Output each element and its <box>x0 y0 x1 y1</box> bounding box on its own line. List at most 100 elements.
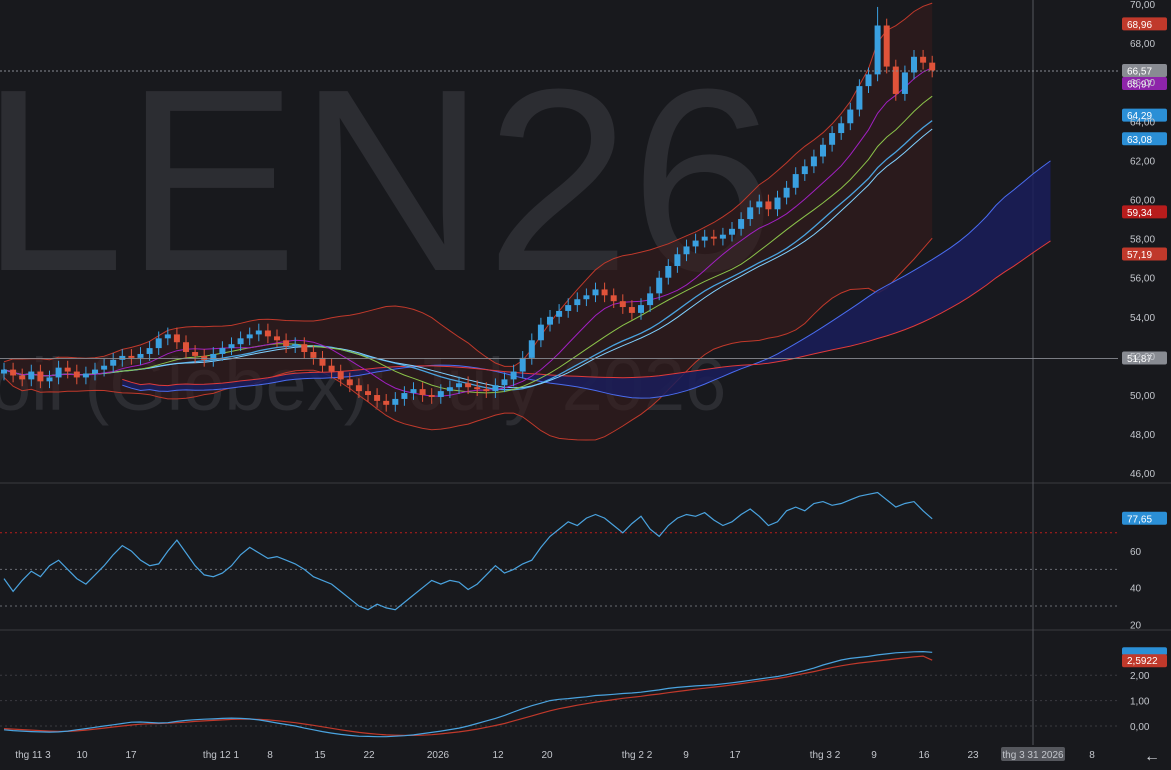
rsi-panel[interactable]: 77,65 <box>0 491 1167 611</box>
candle-body <box>719 234 726 239</box>
candle-body <box>556 310 563 317</box>
candle-body <box>146 348 153 354</box>
xtick-label: 9 <box>871 750 877 761</box>
price-ytick-label: 52,00 <box>1130 352 1155 363</box>
candle-body <box>456 383 462 388</box>
candle-body <box>856 86 863 110</box>
candle-body <box>255 330 262 335</box>
signal-value-badge <box>1122 654 1167 668</box>
price-ytick-label: 56,00 <box>1130 274 1155 285</box>
candle-body <box>565 305 572 311</box>
candle-body <box>829 133 836 145</box>
price-level-label: 63,08 <box>1127 135 1152 146</box>
price-ytick-label: 48,00 <box>1130 430 1155 441</box>
candle-body <box>610 295 617 302</box>
candle-body <box>683 246 690 255</box>
candle-body <box>401 393 408 399</box>
candle-body <box>101 365 108 370</box>
xtick-label: 17 <box>729 750 741 761</box>
crosshair-date-badge <box>1001 747 1065 761</box>
xtick-label: 8 <box>1089 750 1095 761</box>
candle-body <box>201 355 208 360</box>
candle-body <box>765 201 772 210</box>
candle-body <box>264 330 271 337</box>
candle-body <box>283 340 290 347</box>
candle-body <box>729 228 735 235</box>
rsi-line <box>3 491 933 611</box>
candle-body <box>774 197 781 210</box>
xtick-label: 23 <box>967 750 979 761</box>
candle-body <box>865 74 872 87</box>
price-ytick-label: 58,00 <box>1130 235 1155 246</box>
candle-body <box>419 389 426 396</box>
price-level-badge <box>1122 77 1167 91</box>
candle-body <box>437 391 444 397</box>
candle-body <box>237 338 244 345</box>
candle-body <box>483 389 490 392</box>
candle-body <box>37 371 44 382</box>
xtick-label: 12 <box>492 750 504 761</box>
candle-body <box>346 379 353 386</box>
back-arrow-icon[interactable]: ← <box>1144 748 1160 765</box>
macd-line <box>3 650 933 738</box>
candle-body <box>246 334 253 339</box>
candle-body <box>656 277 663 294</box>
candle-body <box>301 344 308 353</box>
candle-body <box>219 348 226 354</box>
candle-body <box>365 391 371 396</box>
cloud-span-a <box>122 160 1051 399</box>
xtick-label: thg 11 3 <box>15 750 51 761</box>
candle-body <box>82 373 89 378</box>
candle-body <box>192 352 199 356</box>
macd-panel[interactable]: 2,5922 <box>3 647 1167 738</box>
rsi-ytick-label: 40 <box>1130 584 1142 595</box>
price-ytick-label: 50,00 <box>1130 391 1155 402</box>
price-level-label: 68,96 <box>1127 20 1152 31</box>
candle-body <box>638 305 644 313</box>
candle-body <box>465 383 472 388</box>
candle-body <box>10 369 17 376</box>
candle-body <box>810 156 817 167</box>
price-ytick-label: 60,00 <box>1130 196 1155 207</box>
candle-body <box>883 25 890 67</box>
candle-body <box>137 353 144 358</box>
candle-body <box>628 307 635 313</box>
price-level-label: 64,29 <box>1127 111 1152 122</box>
candle-body <box>64 367 71 372</box>
macd-value-badge <box>1122 647 1167 656</box>
candle-body <box>274 336 280 341</box>
candle-body <box>528 340 535 358</box>
candle-body <box>110 359 117 366</box>
candle-body <box>792 174 799 188</box>
candle-body <box>756 201 763 208</box>
candle-body <box>55 367 62 378</box>
price-level-label: 57,19 <box>1127 250 1152 261</box>
candle-body <box>929 62 936 71</box>
candle-body <box>710 236 717 239</box>
xtick-label: 16 <box>918 750 930 761</box>
candle-body <box>592 289 599 296</box>
candle-body <box>820 144 826 157</box>
candle-body <box>701 236 708 241</box>
price-ytick-label: 66,00 <box>1130 78 1155 89</box>
candle-body <box>801 166 808 175</box>
candle-body <box>911 56 917 73</box>
candle-body <box>328 365 335 372</box>
rsi-value-badge <box>1122 511 1167 525</box>
xtick-label: thg 2 2 <box>622 750 653 761</box>
candle-body <box>838 123 845 134</box>
candle-body <box>428 395 435 397</box>
price-level-label: 59,34 <box>1127 208 1152 219</box>
xtick-label: thg 12 1 <box>203 750 240 761</box>
rsi-ytick-label: 60 <box>1130 547 1142 558</box>
rsi-ytick-label: 20 <box>1130 620 1142 631</box>
candle-body <box>583 295 590 300</box>
candle-body <box>492 385 499 392</box>
axes: 46,00 48,00 50,00 52,00 54,00 56,00 58,00 60,00… <box>15 0 1155 761</box>
price-panel[interactable]: 68,96 66,57 65,97 64,29 63,08 59,34 57,19 51,87 <box>0 2 1167 441</box>
candle-body <box>164 334 171 339</box>
xtick-label: thg 3 2 <box>810 750 841 761</box>
candle-body <box>647 293 654 306</box>
candle-body <box>128 355 135 358</box>
